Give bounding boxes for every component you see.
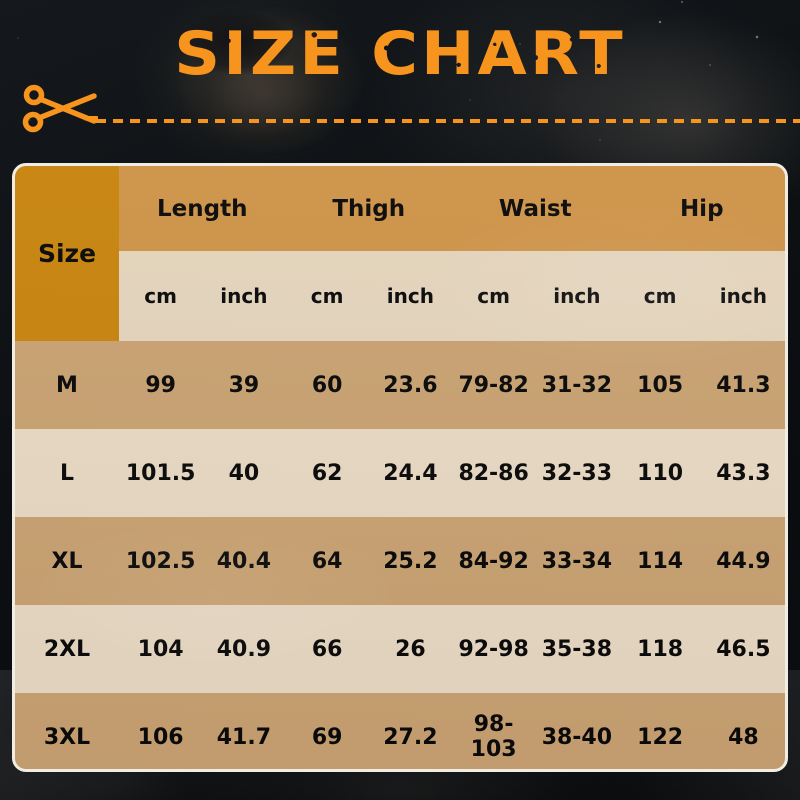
scissors-icon <box>22 84 98 133</box>
table-row: 3XL 106 41.7 69 27.2 98-103 38-40 122 48 <box>15 693 785 769</box>
column-header-waist: Waist <box>452 166 619 251</box>
cell-hip-cm: 110 <box>618 429 702 517</box>
unit-header-hip-inch: inch <box>701 251 785 341</box>
cell-thigh-cm: 66 <box>285 605 369 693</box>
cell-hip-inch: 43.3 <box>701 429 785 517</box>
cell-length-cm: 101.5 <box>119 429 203 517</box>
cell-waist-inch: 33-34 <box>535 517 619 605</box>
column-header-size: Size <box>15 166 119 341</box>
column-header-hip: Hip <box>618 166 785 251</box>
cell-thigh-cm: 62 <box>285 429 369 517</box>
cell-waist-inch: 35-38 <box>535 605 619 693</box>
unit-header-length-cm: cm <box>119 251 203 341</box>
cell-length-cm: 99 <box>119 341 203 429</box>
size-chart-table-card: Size Length Thigh Waist Hip cm inch cm i… <box>12 163 788 772</box>
dashed-cut-line <box>96 119 800 123</box>
table-header: Size Length Thigh Waist Hip cm inch cm i… <box>15 166 785 341</box>
table-header-unit-row: cm inch cm inch cm inch cm inch <box>15 251 785 341</box>
cell-length-inch: 40.4 <box>202 517 286 605</box>
cell-size: XL <box>15 517 119 605</box>
cell-hip-cm: 114 <box>618 517 702 605</box>
cell-size: L <box>15 429 119 517</box>
cell-hip-cm: 118 <box>618 605 702 693</box>
cell-length-inch: 40.9 <box>202 605 286 693</box>
cell-length-inch: 40 <box>202 429 286 517</box>
cell-hip-cm: 105 <box>618 341 702 429</box>
cell-hip-inch: 46.5 <box>701 605 785 693</box>
cell-thigh-inch: 27.2 <box>368 693 452 769</box>
cell-length-cm: 104 <box>119 605 203 693</box>
cell-thigh-inch: 24.4 <box>368 429 452 517</box>
table-row: 2XL 104 40.9 66 26 92-98 35-38 118 46.5 <box>15 605 785 693</box>
cell-waist-inch: 32-33 <box>535 429 619 517</box>
table-header-group-row: Size Length Thigh Waist Hip <box>15 166 785 341</box>
cell-thigh-inch: 25.2 <box>368 517 452 605</box>
cell-waist-inch: 31-32 <box>535 341 619 429</box>
cell-waist-cm: 84-92 <box>452 517 536 605</box>
cell-waist-cm: 79-82 <box>452 341 536 429</box>
column-header-length: Length <box>119 166 286 251</box>
cell-thigh-inch: 23.6 <box>368 341 452 429</box>
cell-length-inch: 41.7 <box>202 693 286 769</box>
unit-header-length-inch: inch <box>202 251 286 341</box>
cell-thigh-inch: 26 <box>368 605 452 693</box>
cell-size: M <box>15 341 119 429</box>
table-row: M 99 39 60 23.6 79-82 31-32 105 41.3 <box>15 341 785 429</box>
cell-waist-inch: 38-40 <box>535 693 619 769</box>
cell-thigh-cm: 69 <box>285 693 369 769</box>
cell-hip-inch: 44.9 <box>701 517 785 605</box>
cell-thigh-cm: 60 <box>285 341 369 429</box>
cell-hip-inch: 41.3 <box>701 341 785 429</box>
table-row: XL 102.5 40.4 64 25.2 84-92 33-34 114 44… <box>15 517 785 605</box>
table-row: L 101.5 40 62 24.4 82-86 32-33 110 43.3 <box>15 429 785 517</box>
unit-header-hip-cm: cm <box>618 251 702 341</box>
cell-waist-cm: 92-98 <box>452 605 536 693</box>
cell-thigh-cm: 64 <box>285 517 369 605</box>
cell-length-cm: 106 <box>119 693 203 769</box>
cell-size: 2XL <box>15 605 119 693</box>
size-chart-table: Size Length Thigh Waist Hip cm inch cm i… <box>15 166 785 769</box>
unit-header-waist-cm: cm <box>452 251 536 341</box>
cell-length-inch: 39 <box>202 341 286 429</box>
cell-length-cm: 102.5 <box>119 517 203 605</box>
cell-hip-cm: 122 <box>618 693 702 769</box>
column-header-thigh: Thigh <box>285 166 452 251</box>
cell-waist-cm: 82-86 <box>452 429 536 517</box>
cell-hip-inch: 48 <box>701 693 785 769</box>
table-body: M 99 39 60 23.6 79-82 31-32 105 41.3 L 1… <box>15 341 785 769</box>
unit-header-waist-inch: inch <box>535 251 619 341</box>
cell-waist-cm: 98-103 <box>452 693 536 769</box>
cell-size: 3XL <box>15 693 119 769</box>
unit-header-thigh-cm: cm <box>285 251 369 341</box>
unit-header-thigh-inch: inch <box>368 251 452 341</box>
